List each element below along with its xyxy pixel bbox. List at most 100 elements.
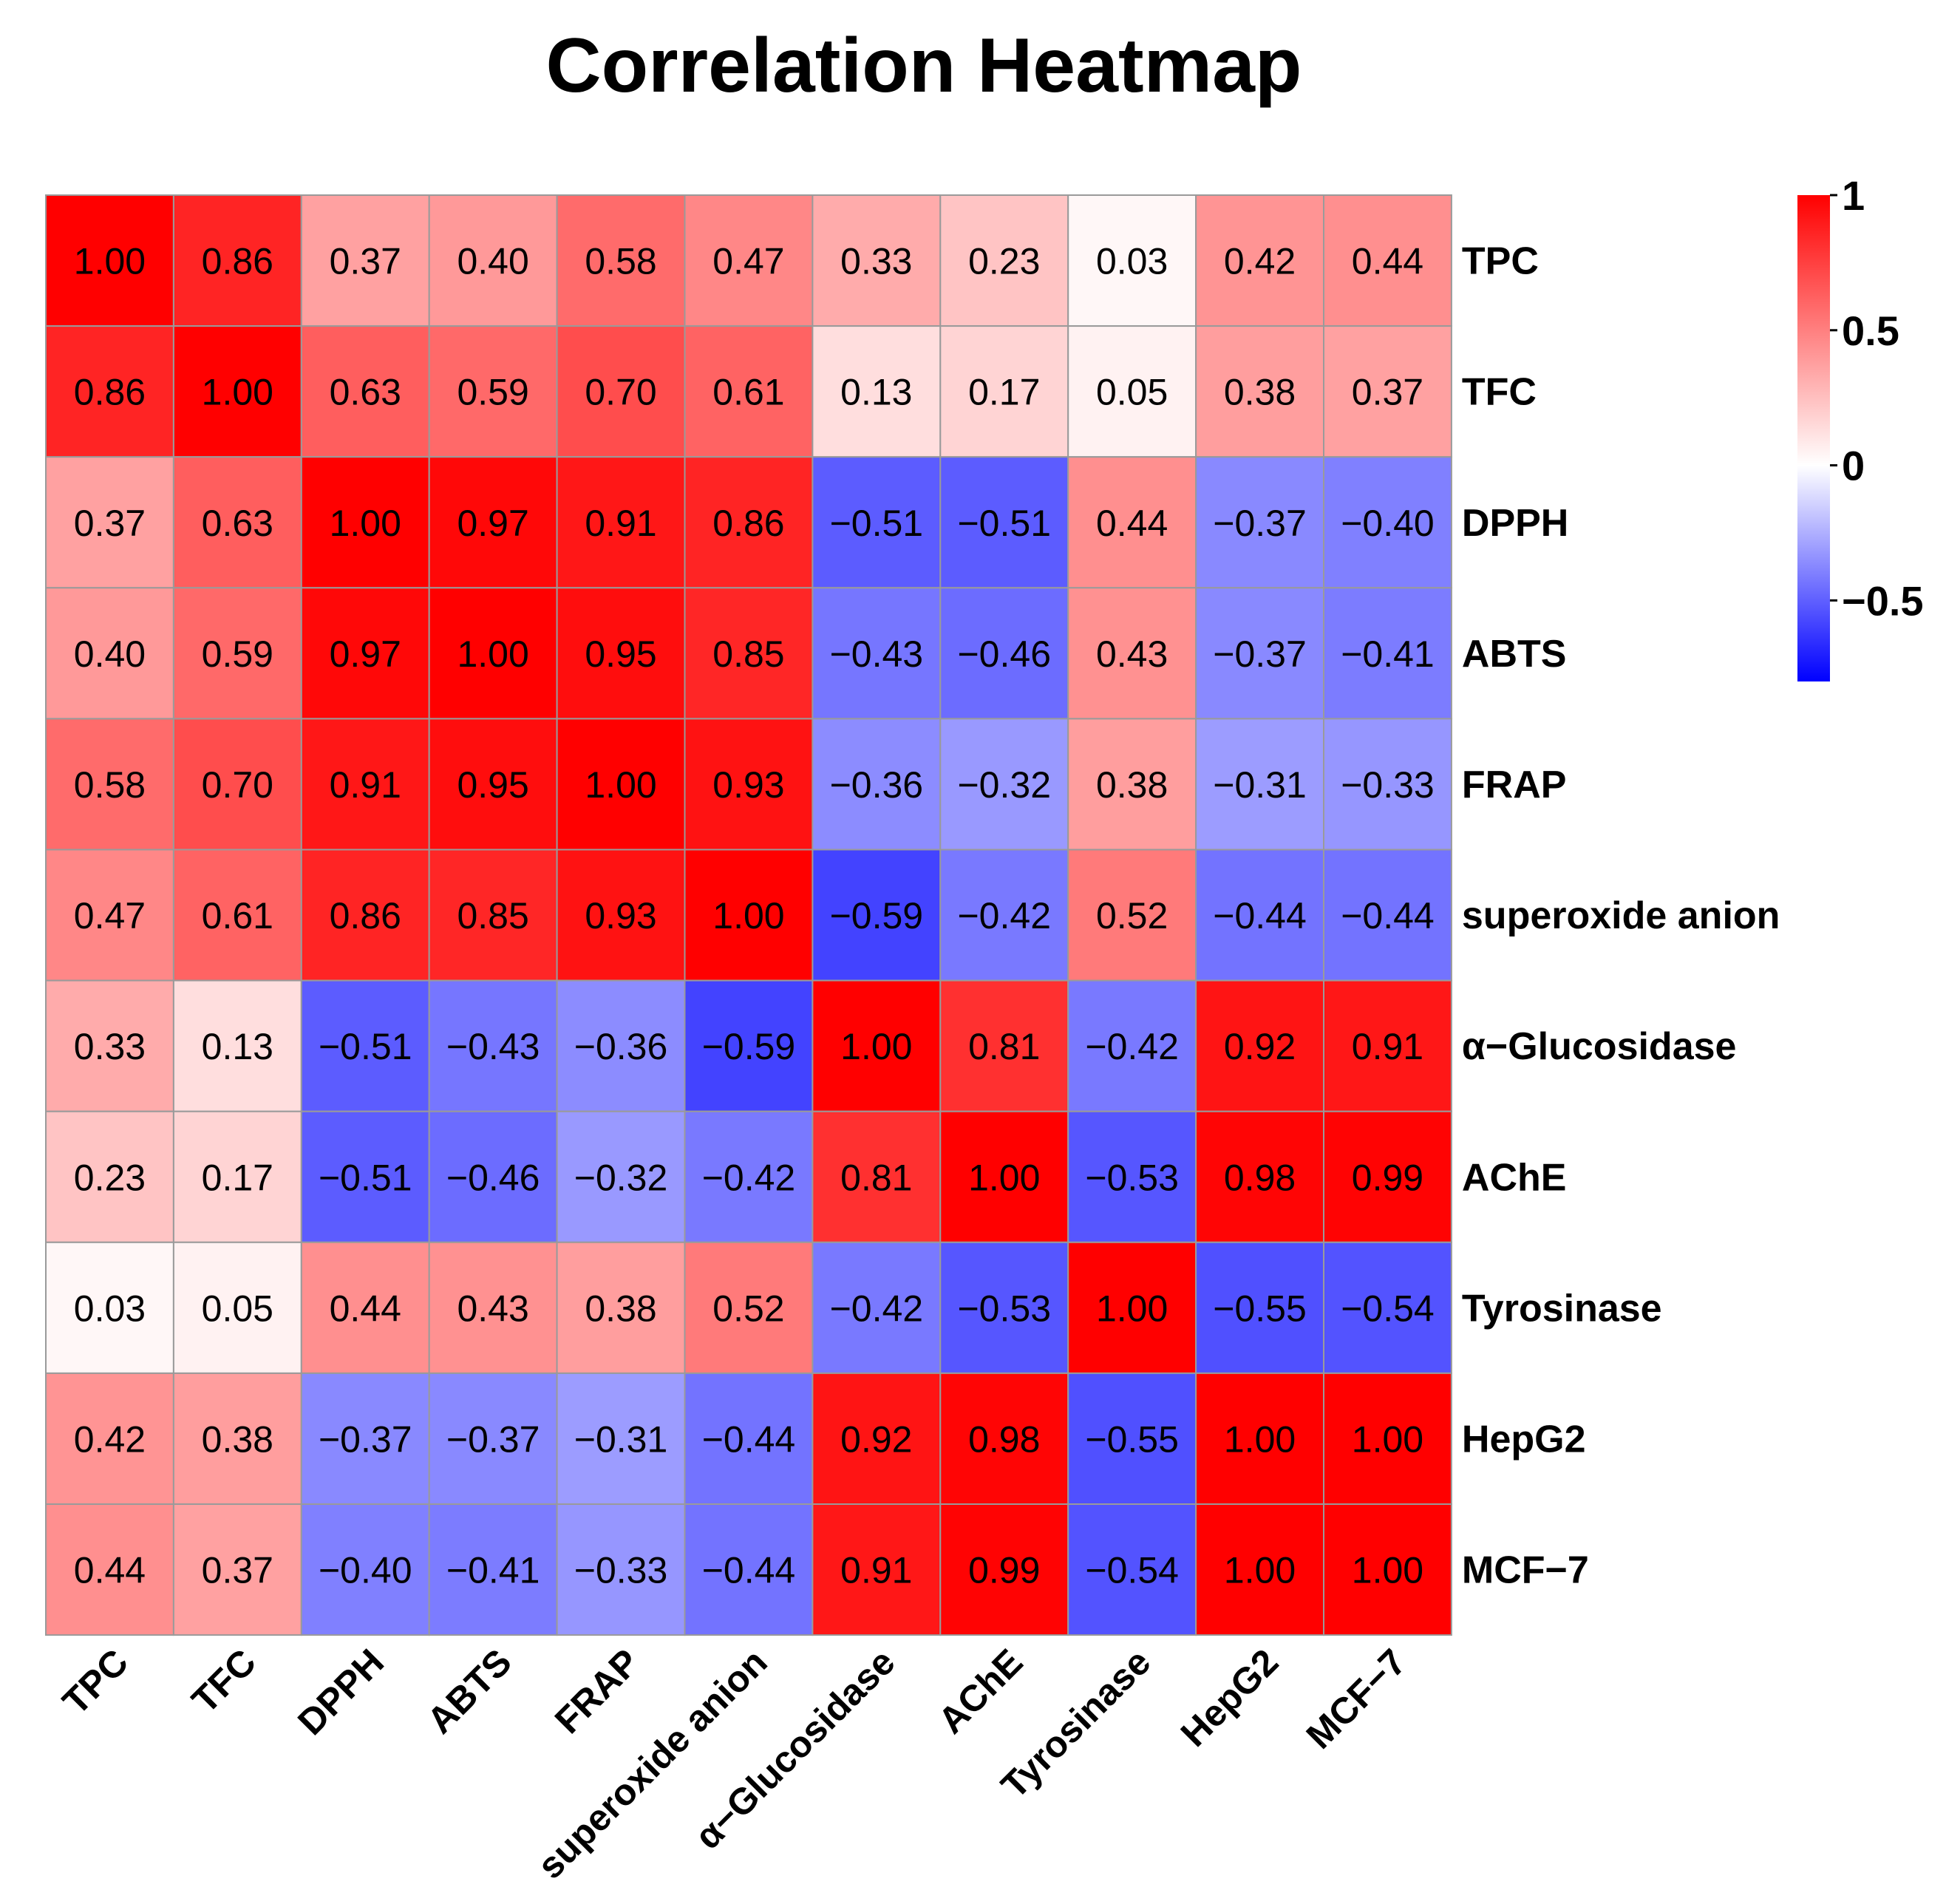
heatmap-cell [300, 979, 430, 1112]
cell-value-label: 0.40 [74, 633, 146, 675]
cell-value-label: 0.03 [1096, 241, 1168, 282]
heatmap-cell [684, 1241, 814, 1374]
heatmap-cell [684, 1503, 814, 1636]
cell-value-label: 0.17 [968, 372, 1040, 413]
heatmap-cell [812, 194, 942, 327]
cell-value-label: −0.55 [1213, 1288, 1307, 1329]
cell-value-label: −0.44 [1341, 895, 1435, 936]
heatmap-cell [45, 979, 174, 1112]
cell-value-label: 0.38 [585, 1288, 656, 1329]
cell-value-label: 0.95 [585, 633, 656, 675]
cell-value-label: −0.44 [702, 1550, 796, 1591]
cell-value-label: 0.23 [74, 1157, 146, 1198]
cell-value-label: −0.59 [830, 895, 924, 936]
cell-value-label: −0.54 [1085, 1550, 1179, 1591]
column-label: HepG2 [1173, 1641, 1287, 1755]
heatmap-cell [45, 718, 174, 851]
cell-value-label: −0.53 [1085, 1157, 1179, 1198]
cell-value-label: −0.36 [574, 1026, 668, 1067]
heatmap-cell [300, 1110, 430, 1243]
heatmap-cells [45, 194, 1452, 1636]
heatmap-cell [939, 718, 1069, 851]
cell-value-label: 0.86 [202, 241, 273, 282]
heatmap-cell [1195, 718, 1324, 851]
cell-value-label: 0.13 [202, 1026, 273, 1067]
row-labels: TPC TFC DPPH ABTS FRAP superoxide anion α−Gluc… [1462, 240, 1780, 1592]
cell-value-label: −0.54 [1341, 1288, 1435, 1329]
heatmap-cell [172, 587, 302, 720]
row-label: ABTS [1462, 633, 1567, 676]
heatmap-cell [1195, 1241, 1324, 1374]
heatmap-cell [1195, 587, 1324, 720]
heatmap-cell [1067, 1110, 1197, 1243]
cell-value-label: 0.59 [202, 633, 273, 675]
heatmap-cell [300, 456, 430, 589]
heatmap-cell [300, 587, 430, 720]
heatmap-cell [939, 1503, 1069, 1636]
cell-value-label: 0.44 [330, 1288, 401, 1329]
cell-value-label: 0.93 [712, 764, 784, 806]
heatmap-cell [428, 194, 558, 327]
cell-value-label: 1.00 [202, 372, 273, 413]
heatmap-cell [1067, 849, 1197, 982]
cell-value-label: 0.91 [585, 503, 656, 544]
heatmap-cell [812, 456, 942, 589]
heatmap-cell [556, 1110, 686, 1243]
heatmap-cell [1195, 1503, 1324, 1636]
heatmap-cell [300, 194, 430, 327]
cell-value-label: −0.51 [957, 503, 1051, 544]
cell-value-label: 0.37 [330, 241, 401, 282]
heatmap-cell [939, 1372, 1069, 1506]
cell-value-label: 0.99 [1352, 1157, 1423, 1198]
heatmap-cell [939, 979, 1069, 1112]
legend-tick-label: −0.5 [1842, 577, 1924, 624]
heatmap-cell [1067, 1372, 1197, 1506]
heatmap-cell [939, 849, 1069, 982]
cell-value-label: 1.00 [968, 1157, 1040, 1198]
cell-value-label: 0.58 [74, 764, 146, 806]
cell-value-label: 0.37 [1352, 372, 1423, 413]
heatmap-cell [556, 1241, 686, 1374]
heatmap-cell [1195, 194, 1324, 327]
cell-value-label: −0.42 [957, 895, 1051, 936]
cell-value-label: 0.40 [457, 241, 528, 282]
heatmap-cell [556, 587, 686, 720]
heatmap-cell [300, 849, 430, 982]
cell-value-label: −0.53 [957, 1288, 1051, 1329]
heatmap-cell [684, 325, 814, 458]
column-label: TPC [55, 1641, 136, 1722]
heatmap-cell [939, 325, 1069, 458]
column-label: MCF−7 [1299, 1641, 1414, 1756]
cell-value-label: 0.52 [1096, 895, 1168, 936]
heatmap-cell [172, 718, 302, 851]
cell-value-label: 0.03 [74, 1288, 146, 1329]
cell-value-label: −0.40 [319, 1550, 412, 1591]
cell-value-label: 0.98 [968, 1418, 1040, 1460]
cell-value-label: 1.00 [840, 1026, 912, 1067]
cell-value-label: 1.00 [585, 764, 656, 806]
cell-value-label: 0.05 [1096, 372, 1168, 413]
row-label: α−Glucosidase [1462, 1025, 1737, 1068]
cell-value-label: 0.99 [968, 1550, 1040, 1591]
heatmap-cell [939, 1110, 1069, 1243]
cell-value-label: 0.38 [1224, 372, 1296, 413]
heatmap-cell [172, 1241, 302, 1374]
cell-value-label: −0.44 [1213, 895, 1307, 936]
cell-value-label: 0.47 [712, 241, 784, 282]
heatmap-cell [1323, 587, 1452, 720]
cell-value-label: −0.42 [702, 1157, 796, 1198]
cell-value-label: 0.85 [712, 633, 784, 675]
heatmap-cell [939, 587, 1069, 720]
heatmap-cell [1323, 1503, 1452, 1636]
cell-value-label: −0.46 [446, 1157, 540, 1198]
row-label: TFC [1462, 371, 1537, 414]
heatmap-cell [1195, 979, 1324, 1112]
color-legend: 1 0.5 0 −0.5 [1797, 172, 1924, 681]
row-label: superoxide anion [1462, 894, 1780, 937]
cell-value-label: 0.13 [840, 372, 912, 413]
heatmap-cell [812, 979, 942, 1112]
heatmap-cell [684, 718, 814, 851]
heatmap-values: 1.00 0.86 0.37 0.40 0.58 0.47 0.33 0.23 0.03 0.42… [74, 241, 1435, 1591]
heatmap-cell [1195, 325, 1324, 458]
